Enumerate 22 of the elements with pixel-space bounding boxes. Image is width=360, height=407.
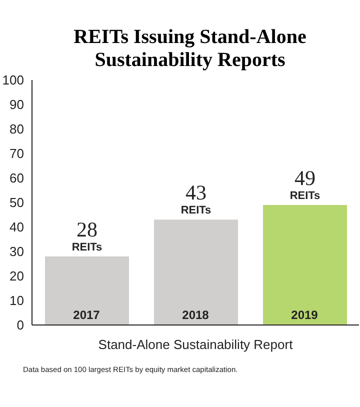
y-tick-label: 60: [10, 170, 24, 186]
y-tick-label: 100: [2, 72, 24, 88]
chart-title: REITs Issuing Stand-Alone Sustainability Reports: [72, 26, 308, 72]
x-tick-label: 2019: [291, 308, 318, 322]
bar: [45, 256, 129, 325]
x-axis-title: Stand-Alone Sustainability Report: [98, 337, 294, 352]
x-tick-label: 2018: [182, 308, 210, 322]
y-tick-label: 90: [10, 97, 24, 112]
y-tick-label: 40: [10, 220, 24, 235]
y-tick-label: 30: [10, 244, 24, 260]
y-tick-label: 70: [10, 146, 24, 162]
bar: [263, 204, 347, 325]
data-label: 43 REITs: [180, 180, 212, 217]
y-tick-label: 10: [10, 293, 24, 308]
data-label: 49 REITs: [290, 166, 320, 202]
x-tick-label: 2017: [73, 308, 100, 322]
data-label: 28 REITs: [72, 217, 102, 254]
y-tick-label: 20: [10, 268, 24, 284]
y-tick-label: 0: [16, 318, 24, 333]
y-tick-label: 80: [10, 122, 24, 137]
y-tick-label: 50: [10, 195, 24, 210]
bar: [154, 220, 238, 325]
